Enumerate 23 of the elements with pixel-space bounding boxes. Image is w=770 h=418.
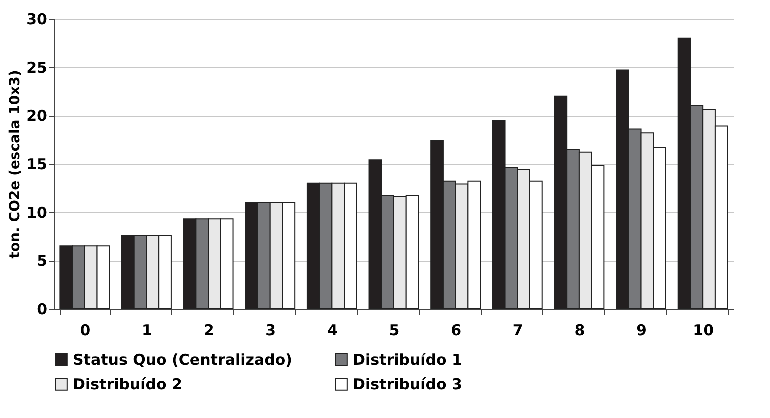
x-tick-label: 9	[636, 322, 647, 340]
legend-label: Distribuído 1	[353, 350, 462, 369]
y-tick-label: 25	[26, 58, 48, 77]
x-tick-label: 2	[204, 322, 214, 340]
x-tick-label: 8	[574, 322, 586, 340]
y-tick-label: 15	[26, 156, 48, 174]
legend-label: Status Quo (Centralizado)	[73, 350, 292, 369]
x-tick-label: 1	[142, 322, 152, 340]
legend-label: Distribuído 3	[353, 376, 462, 394]
x-tick-label: 4	[327, 322, 338, 340]
y-tick-label: 10	[26, 204, 48, 222]
x-tick-label: 5	[389, 322, 400, 340]
x-tick-label: 10	[693, 322, 714, 340]
x-tick-label: 0	[80, 322, 91, 340]
x-tick-label: 3	[266, 322, 276, 340]
y-tick-label: 0	[37, 300, 48, 318]
y-axis-title: ton. CO2e (escala 10x3)	[8, 70, 24, 259]
y-tick-label: 30	[26, 10, 48, 28]
y-tick-label: 5	[37, 252, 48, 270]
y-tick-label: 20	[26, 107, 48, 126]
x-tick-label: 6	[451, 322, 462, 340]
legend-label: Distribuído 2	[73, 376, 182, 394]
x-tick-label: 7	[512, 322, 524, 340]
